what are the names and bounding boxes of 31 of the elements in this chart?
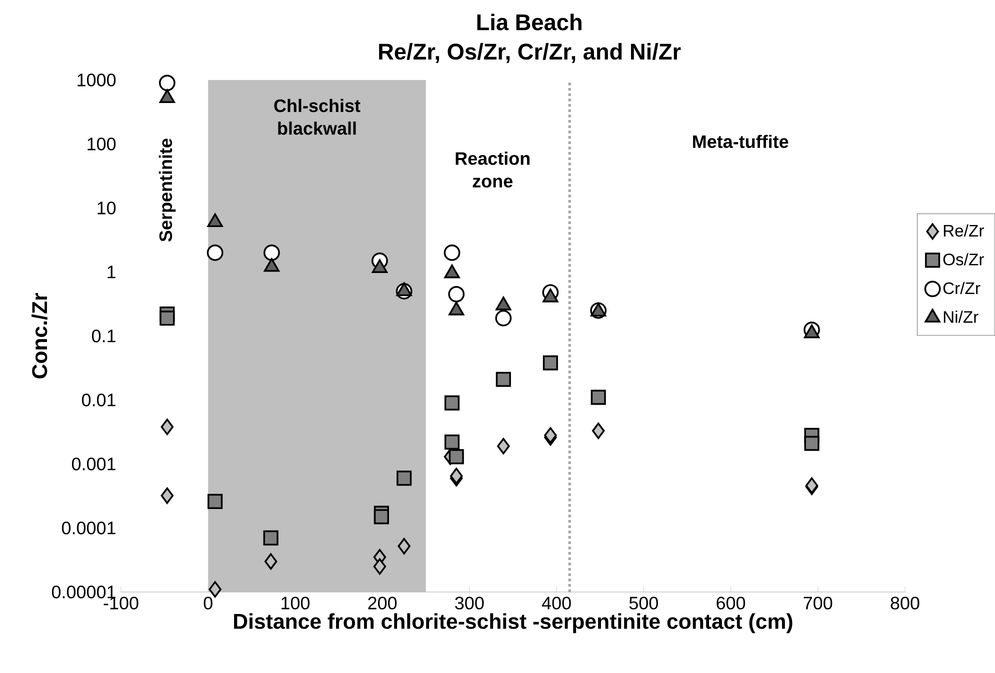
x-tick-label: 100	[282, 596, 310, 610]
y-tick-label: 1000	[78, 74, 116, 86]
y-tick-label: 10	[98, 202, 116, 214]
y-tick-label: 100	[88, 138, 116, 150]
x-tick-label: 500	[629, 596, 658, 610]
x-tick-label: 600	[716, 596, 746, 610]
y-axis-title: Conc./Zr	[32, 293, 48, 378]
legend-label: Ni/Zr	[944, 310, 978, 323]
x-tick-label: 400	[542, 596, 571, 610]
legend-label: Cr/Zr	[943, 282, 980, 294]
annotation: Meta-tuffite	[693, 134, 788, 148]
annotation: Reaction zone	[456, 152, 530, 188]
annotation: Serpentinite	[158, 138, 176, 242]
chart-subtitle: Re/Zr, Os/Zr, Cr/Zr, and Ni/Zr	[379, 43, 681, 63]
legend-label: Os/Zr	[943, 253, 984, 266]
y-tick-label: 0.0001	[62, 522, 116, 534]
band-label: Chl-schist blackwall	[274, 98, 360, 135]
y-tick-label: 0.1	[92, 330, 116, 342]
y-tick-label: 1	[108, 266, 116, 278]
x-tick-label: -100	[104, 596, 138, 610]
x-tick-label: 800	[890, 596, 920, 610]
y-tick-label: 0.01	[82, 394, 116, 406]
chart-title: Lia Beach	[477, 14, 582, 30]
legend-label: Re/Zr	[944, 224, 984, 237]
x-tick-label: 300	[455, 596, 484, 610]
x-axis-title: Distance from chlorite-schist -serpentinite contact (cm)	[234, 613, 792, 634]
x-tick-label: 0	[204, 596, 212, 610]
y-tick-label: 0.001	[72, 458, 116, 470]
y-tick-label: 0.00001	[52, 586, 116, 598]
x-tick-label: 700	[804, 596, 832, 610]
x-tick-label: 200	[368, 596, 397, 610]
